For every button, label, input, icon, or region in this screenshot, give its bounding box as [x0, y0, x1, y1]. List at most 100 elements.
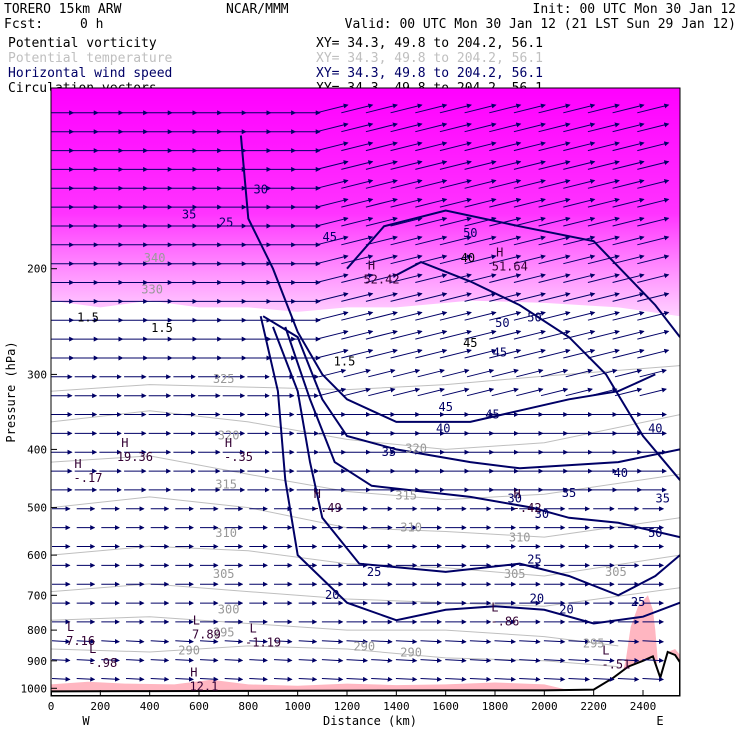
vector-704	[150, 638, 170, 644]
vector-265	[415, 292, 448, 302]
vector-758	[249, 676, 268, 682]
wind-speed-contours	[239, 135, 680, 625]
extremum-value-12: -.86	[490, 615, 519, 629]
x-tick-label-9: 1800	[482, 700, 509, 713]
vector-199	[637, 235, 670, 246]
vector-219	[513, 254, 546, 265]
vector-99	[637, 160, 670, 170]
wind-label-8: 45	[438, 400, 452, 414]
vector-46	[563, 122, 596, 133]
vector-194	[513, 235, 546, 246]
vector-237	[341, 273, 374, 283]
vector-314	[390, 329, 423, 340]
vector-702	[101, 638, 120, 644]
vector-240	[415, 273, 448, 283]
vector-48	[612, 122, 645, 133]
vector-69	[513, 141, 546, 152]
vector-97	[587, 160, 620, 170]
vector-732	[224, 657, 244, 663]
vector-246	[563, 273, 596, 283]
wind-label-7: 45	[493, 345, 507, 359]
vector-248	[612, 273, 645, 283]
vector-218	[489, 254, 522, 265]
vector-18	[489, 103, 522, 114]
vector-163	[365, 216, 398, 227]
vector-319	[513, 329, 546, 340]
extremum-value-13: -.51	[601, 658, 630, 672]
vector-174	[637, 216, 670, 227]
circulation-vectors	[51, 103, 670, 682]
extremum-value-0: 19.36	[117, 450, 153, 464]
vector-763	[371, 676, 393, 682]
vector-173	[612, 216, 645, 227]
x-tick-label-7: 1400	[383, 700, 410, 713]
vector-388	[368, 387, 396, 397]
extremum-value-3: -.49	[313, 501, 342, 515]
vector-297	[587, 310, 620, 321]
vector-286	[316, 310, 349, 321]
vector-213	[365, 254, 398, 265]
vector-394	[516, 387, 544, 397]
extremum-symbol-4: H	[368, 258, 375, 272]
vector-112	[341, 179, 374, 189]
vector-368	[491, 368, 519, 378]
vector-42	[464, 122, 497, 133]
vector-74	[637, 141, 670, 152]
vector-367	[466, 368, 495, 378]
x-end-label-east: E	[656, 714, 663, 728]
vector-263	[365, 292, 398, 302]
vector-113	[365, 179, 398, 189]
vector-721	[568, 639, 591, 645]
vector-115	[415, 179, 448, 189]
extremum-symbol-3: H	[314, 487, 321, 501]
vector-44	[513, 122, 546, 133]
vector-138	[365, 197, 398, 208]
vector-66	[439, 141, 472, 152]
vector-291	[439, 310, 472, 321]
vector-47	[587, 122, 620, 133]
wind-contour-1	[262, 315, 680, 470]
vector-19	[513, 103, 546, 114]
wind-label-6: 50	[527, 311, 541, 325]
vector-39	[390, 122, 423, 133]
vector-313	[365, 329, 398, 340]
vector-717	[469, 639, 492, 645]
theta-label-2: 325	[213, 372, 235, 386]
y-tick-label-8: 1000	[21, 682, 48, 695]
legend-potential-temperature-xy: XY= 34.3, 49.8 to 204.2, 56.1	[316, 51, 543, 66]
y-tick-label-5: 700	[27, 589, 47, 602]
vector-45	[538, 122, 571, 133]
model-title: TORERO 15km ARW	[4, 2, 122, 17]
vector-245	[538, 273, 571, 283]
vector-136	[316, 197, 349, 208]
x-tick-label-5: 1000	[284, 700, 311, 713]
vector-49	[637, 122, 670, 133]
extremum-value-8: 7.16	[66, 634, 95, 648]
extremum-symbol-10: L	[193, 614, 200, 628]
vector-369	[516, 368, 544, 378]
vector-709	[273, 638, 293, 644]
theta-contour-2	[51, 455, 680, 501]
wind-label-18: 50	[648, 526, 662, 540]
vector-324	[637, 329, 670, 340]
vector-392	[466, 387, 495, 397]
vector-726	[76, 657, 96, 663]
wind-label-20: 25	[367, 565, 381, 579]
wind-contour-5	[395, 261, 680, 481]
vector-708	[249, 638, 268, 644]
vector-755	[175, 676, 194, 682]
pv-label-4: 45	[463, 336, 477, 350]
extremum-value-1: -.35	[224, 450, 253, 464]
pv-label-1: 1.5	[151, 321, 173, 335]
vector-761	[321, 676, 344, 682]
vector-343	[489, 348, 522, 359]
vector-165	[415, 216, 448, 227]
x-tick-label-11: 2200	[580, 700, 607, 713]
vector-766	[445, 676, 467, 682]
x-tick-label-1: 200	[90, 700, 110, 713]
vector-759	[273, 676, 293, 682]
legend-potential-temperature: Potential temperature	[8, 51, 173, 66]
contour-labels: 30 25 35 45 50 50 50 45 45 45 40 35 30 35 30 40 40 35 50 25…	[66, 183, 670, 694]
vector-196	[563, 235, 596, 246]
theta-label-8: 310	[400, 521, 422, 535]
